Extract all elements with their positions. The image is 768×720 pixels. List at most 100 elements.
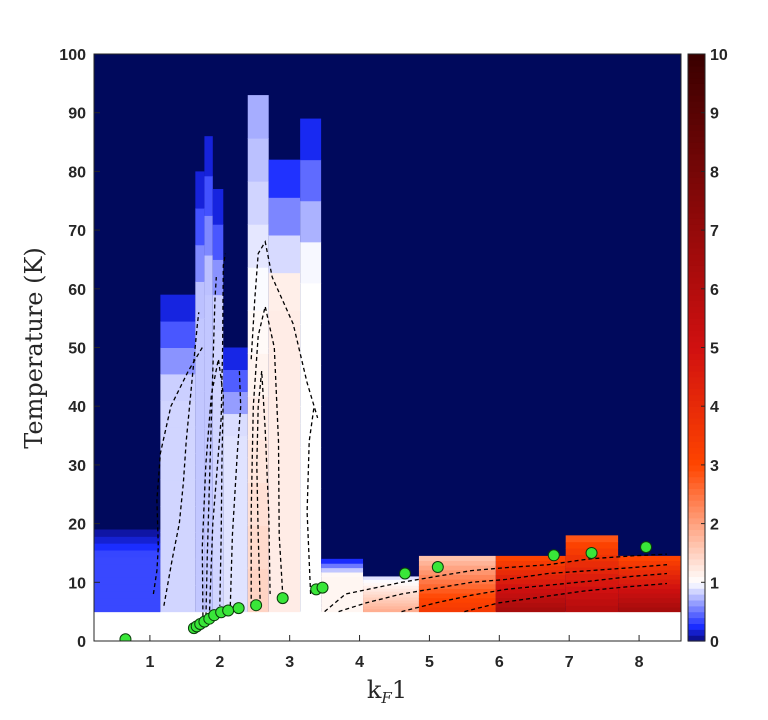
data-point xyxy=(222,604,235,617)
heatmap-cell xyxy=(268,385,301,424)
heatmap-cell xyxy=(618,583,681,589)
heatmap-cell xyxy=(418,607,496,613)
colorbar-cell xyxy=(688,505,705,513)
colorbar-tick-label: 6 xyxy=(710,282,719,299)
y-tick-label: 30 xyxy=(68,458,86,475)
colorbar-cell xyxy=(688,576,705,583)
x-axis-label: kF1 xyxy=(367,676,407,707)
x-tick-label: 4 xyxy=(355,654,364,671)
colorbar-cell xyxy=(688,277,705,284)
heatmap-cell xyxy=(300,241,322,284)
heatmap-cell xyxy=(418,579,496,585)
heatmap-cell xyxy=(268,234,301,274)
contour-line xyxy=(338,564,668,613)
contour-line xyxy=(306,406,315,595)
heatmap-cell xyxy=(247,267,269,311)
colorbar-cell xyxy=(688,494,705,501)
heatmap-cell xyxy=(94,591,161,599)
heatmap-cell xyxy=(495,560,566,566)
colorbar-cell xyxy=(688,329,705,337)
colorbar-cell xyxy=(688,241,705,249)
heatmap-cell xyxy=(321,567,364,573)
colorbar-cell xyxy=(688,165,705,172)
colorbar-cell xyxy=(688,153,705,161)
heatmap-cell xyxy=(300,365,322,407)
colorbar-cell xyxy=(688,441,705,448)
colorbar-cell xyxy=(688,623,705,630)
heatmap-cell xyxy=(363,591,419,595)
heatmap-cell xyxy=(94,536,161,544)
colorbar-tick-label: 1 xyxy=(710,575,719,592)
colorbar-cell xyxy=(688,535,705,542)
heatmap-cell xyxy=(195,281,205,319)
colorbar-cell xyxy=(688,482,705,489)
colorbar-cell xyxy=(688,306,705,313)
heatmap-cell xyxy=(160,532,196,560)
colorbar-cell xyxy=(688,347,705,354)
heatmap-cell xyxy=(204,492,213,533)
heatmap-cell xyxy=(321,598,364,604)
contour-line xyxy=(250,306,284,606)
colorbar-cell xyxy=(688,71,705,79)
x-tick-label: 1 xyxy=(145,654,154,671)
colorbar-cell xyxy=(688,253,705,261)
y-tick-label: 10 xyxy=(68,575,86,592)
heatmap-cell xyxy=(418,565,496,571)
heatmap-cell xyxy=(212,329,224,366)
heatmap-column xyxy=(618,555,681,613)
colorbar-cell xyxy=(688,464,705,472)
data-point xyxy=(276,592,289,605)
colorbar-cell xyxy=(688,59,705,67)
heatmap-cell xyxy=(321,558,364,564)
heatmap-cell xyxy=(94,570,161,578)
heatmap-cell xyxy=(212,259,224,296)
heatmap-cell xyxy=(195,318,205,356)
heatmap-cell xyxy=(160,321,196,348)
contour-line xyxy=(464,582,668,613)
colorbar-cell xyxy=(688,124,705,131)
heatmap-cell xyxy=(363,596,419,601)
colorbar-cell xyxy=(688,189,705,196)
heatmap-cell xyxy=(618,593,681,599)
heatmap-cell xyxy=(212,224,224,260)
heatmap-cell xyxy=(94,543,161,551)
colorbar-cell xyxy=(688,218,705,225)
data-point xyxy=(250,599,263,612)
colorbar-cell xyxy=(688,130,705,137)
colorbar-cell xyxy=(688,594,705,601)
heatmap-cell xyxy=(565,535,619,543)
heatmap-cell xyxy=(195,354,205,393)
contour-line xyxy=(163,312,200,606)
heatmap-cell xyxy=(195,574,205,613)
heatmap-cell xyxy=(565,598,619,606)
data-point xyxy=(316,581,329,594)
colorbar-cell xyxy=(688,83,705,90)
colorbar-cell xyxy=(688,282,705,290)
heatmap-cell xyxy=(268,423,301,462)
contour-line xyxy=(401,572,668,613)
y-tick-label: 60 xyxy=(68,282,86,299)
x-tick-label: 8 xyxy=(635,654,644,671)
colorbar-cell xyxy=(688,435,705,443)
heatmap-cell xyxy=(247,138,269,182)
heatmap-cell xyxy=(363,576,419,580)
heatmap-cell xyxy=(321,585,364,591)
colorbar-cell xyxy=(688,523,705,531)
contour-line xyxy=(208,253,227,618)
colorbar-cell xyxy=(688,611,705,619)
colorbar-cell xyxy=(688,171,705,178)
heatmap-cell xyxy=(321,580,364,586)
heatmap-cell xyxy=(160,294,196,322)
colorbar-cell xyxy=(688,294,705,302)
heatmap-cell xyxy=(495,607,566,613)
heatmap-cell xyxy=(204,294,213,335)
heatmap-cell xyxy=(268,460,301,500)
y-tick-label: 100 xyxy=(59,47,86,64)
heatmap-cell xyxy=(618,579,681,585)
y-axis-label: Temperature (K) xyxy=(20,247,48,449)
data-point xyxy=(547,549,560,562)
heatmap-cell xyxy=(363,579,419,583)
colorbar-cell xyxy=(688,100,705,108)
colorbar-cell xyxy=(688,605,705,613)
